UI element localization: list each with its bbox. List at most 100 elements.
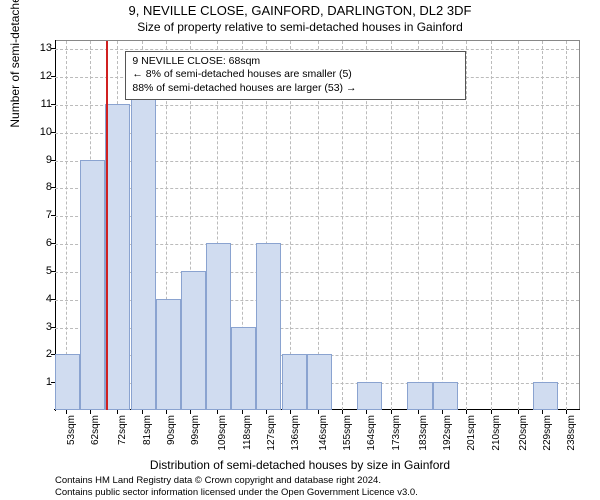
x-tick-label: 220sqm: [518, 415, 529, 455]
histogram-bar: [533, 382, 558, 410]
gridline-v: [466, 41, 467, 410]
x-tick-label: 62sqm: [90, 415, 101, 455]
y-tick-mark: [51, 327, 55, 328]
x-tick-label: 146sqm: [318, 415, 329, 455]
y-tick-label: 13: [32, 42, 52, 54]
subject-marker-line: [106, 41, 108, 410]
histogram-bar: [181, 271, 206, 410]
x-tick-label: 90sqm: [166, 415, 177, 455]
gridline-v: [566, 41, 567, 410]
x-tick-mark: [90, 410, 91, 414]
x-tick-label: 210sqm: [491, 415, 502, 455]
y-tick-mark: [51, 132, 55, 133]
x-tick-mark: [418, 410, 419, 414]
x-tick-label: 53sqm: [66, 415, 77, 455]
x-tick-mark: [166, 410, 167, 414]
x-tick-mark: [290, 410, 291, 414]
x-tick-label: 118sqm: [242, 415, 253, 455]
x-tick-label: 164sqm: [366, 415, 377, 455]
plot-area: 9 NEVILLE CLOSE: 68sqm← 8% of semi-detac…: [55, 40, 580, 410]
x-tick-label: 229sqm: [542, 415, 553, 455]
y-tick-label: 10: [32, 126, 52, 138]
y-tick-label: 7: [32, 209, 52, 221]
y-axis-label: Number of semi-detached properties: [8, 0, 22, 128]
chart-title-main: 9, NEVILLE CLOSE, GAINFORD, DARLINGTON, …: [0, 3, 600, 18]
y-tick-label: 3: [32, 321, 52, 333]
x-tick-mark: [318, 410, 319, 414]
gridline-v: [491, 41, 492, 410]
footer-line-2: Contains public sector information licen…: [55, 487, 418, 498]
annotation-line: 88% of semi-detached houses are larger (…: [132, 82, 459, 96]
histogram-bar: [256, 243, 281, 410]
x-axis-label: Distribution of semi-detached houses by …: [0, 458, 600, 472]
y-tick-label: 8: [32, 181, 52, 193]
x-tick-mark: [266, 410, 267, 414]
x-tick-mark: [518, 410, 519, 414]
y-tick-mark: [51, 48, 55, 49]
y-tick-mark: [51, 76, 55, 77]
x-tick-mark: [391, 410, 392, 414]
x-tick-mark: [566, 410, 567, 414]
x-tick-mark: [242, 410, 243, 414]
histogram-bar: [282, 354, 307, 410]
y-tick-label: 11: [32, 98, 52, 110]
y-tick-label: 4: [32, 293, 52, 305]
gridline-v: [542, 41, 543, 410]
histogram-bar: [131, 76, 156, 410]
y-tick-label: 2: [32, 348, 52, 360]
x-tick-mark: [466, 410, 467, 414]
y-tick-label: 12: [32, 70, 52, 82]
histogram-bar: [80, 160, 105, 410]
y-tick-mark: [51, 104, 55, 105]
x-tick-mark: [366, 410, 367, 414]
x-tick-label: 238sqm: [566, 415, 577, 455]
histogram-bar: [357, 382, 382, 410]
gridline-v: [518, 41, 519, 410]
x-tick-mark: [66, 410, 67, 414]
x-tick-label: 183sqm: [418, 415, 429, 455]
histogram-bar: [55, 354, 80, 410]
y-tick-mark: [51, 354, 55, 355]
y-tick-label: 5: [32, 265, 52, 277]
chart-title-sub: Size of property relative to semi-detach…: [0, 20, 600, 34]
y-tick-mark: [51, 160, 55, 161]
x-tick-label: 173sqm: [391, 415, 402, 455]
x-tick-label: 81sqm: [142, 415, 153, 455]
x-tick-mark: [442, 410, 443, 414]
y-tick-label: 1: [32, 376, 52, 388]
footer-attribution: Contains HM Land Registry data © Crown c…: [55, 475, 418, 498]
x-tick-label: 72sqm: [117, 415, 128, 455]
y-tick-label: 6: [32, 237, 52, 249]
annotation-line: 9 NEVILLE CLOSE: 68sqm: [132, 55, 459, 69]
y-tick-mark: [51, 299, 55, 300]
x-tick-mark: [342, 410, 343, 414]
histogram-bar: [206, 243, 231, 410]
annotation-line: ← 8% of semi-detached houses are smaller…: [132, 68, 459, 82]
x-tick-label: 155sqm: [342, 415, 353, 455]
histogram-bar: [156, 299, 181, 410]
y-tick-mark: [51, 271, 55, 272]
annotation-box: 9 NEVILLE CLOSE: 68sqm← 8% of semi-detac…: [125, 51, 466, 100]
histogram-bar: [105, 104, 130, 410]
histogram-bar: [307, 354, 332, 410]
x-tick-mark: [190, 410, 191, 414]
x-tick-mark: [542, 410, 543, 414]
footer-line-1: Contains HM Land Registry data © Crown c…: [55, 475, 418, 486]
x-tick-label: 99sqm: [190, 415, 201, 455]
x-tick-label: 127sqm: [266, 415, 277, 455]
x-tick-label: 109sqm: [217, 415, 228, 455]
x-tick-mark: [217, 410, 218, 414]
x-tick-mark: [491, 410, 492, 414]
y-tick-label: 9: [32, 154, 52, 166]
x-tick-label: 192sqm: [442, 415, 453, 455]
y-tick-mark: [51, 187, 55, 188]
y-tick-mark: [51, 382, 55, 383]
histogram-bar: [231, 327, 256, 410]
x-tick-mark: [117, 410, 118, 414]
histogram-bar: [433, 382, 458, 410]
y-tick-mark: [51, 215, 55, 216]
histogram-bar: [407, 382, 432, 410]
x-tick-mark: [142, 410, 143, 414]
y-tick-mark: [51, 243, 55, 244]
x-tick-label: 136sqm: [290, 415, 301, 455]
